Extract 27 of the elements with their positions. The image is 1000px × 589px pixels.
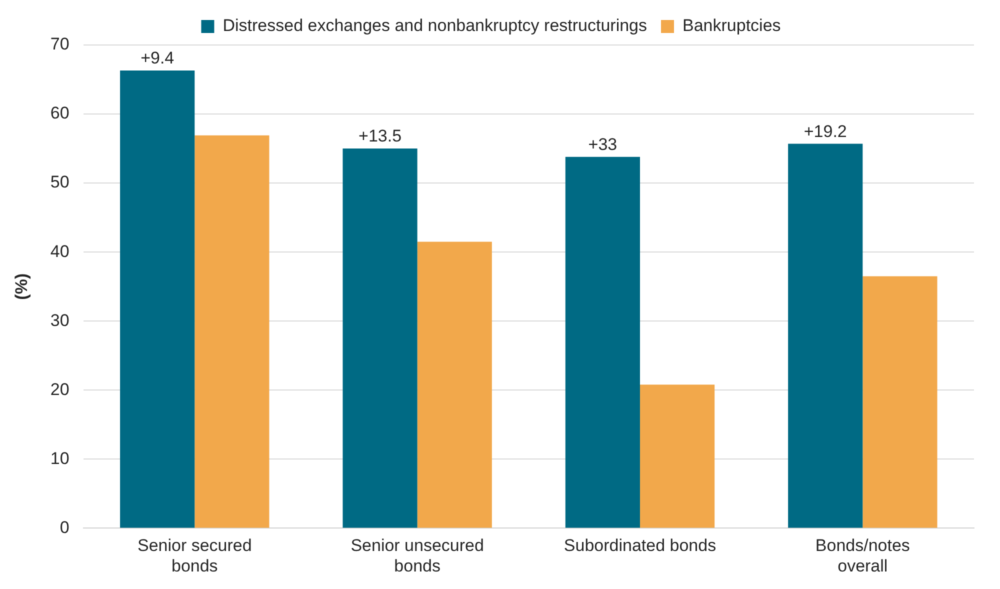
y-tick-label: 70 [50,34,70,54]
y-tick-label: 20 [50,380,70,399]
bar [640,384,715,528]
bar [788,144,863,528]
annotation: +13.5 [358,126,402,146]
bar [120,70,195,528]
legend-label: Distressed exchanges and nonbankruptcy restructurings [222,16,648,36]
y-tick-label: 0 [60,518,70,537]
y-tick-label: 50 [50,172,70,192]
annotation: +33 [588,135,618,154]
bar [194,135,270,528]
x-tick-label: Subordinated bonds [564,536,716,556]
bar [417,242,492,528]
annotation: +19.2 [804,122,847,141]
y-tick-label: 30 [50,310,70,330]
legend-label: Bankruptcies [682,16,781,36]
annotation: +9.4 [140,48,174,68]
bar [862,276,938,528]
x-tick-label: Senior unsecured bonds [350,536,484,576]
y-tick-label: 60 [50,104,70,123]
bar [342,148,418,528]
y-tick-label: 10 [50,448,70,468]
y-tick-label: 40 [50,242,70,261]
x-tick-label: Senior secured bonds [137,536,252,576]
x-tick-label: Bonds/notes overall [815,536,910,576]
y-axis-title: (%) [12,273,31,300]
bar [565,156,640,528]
